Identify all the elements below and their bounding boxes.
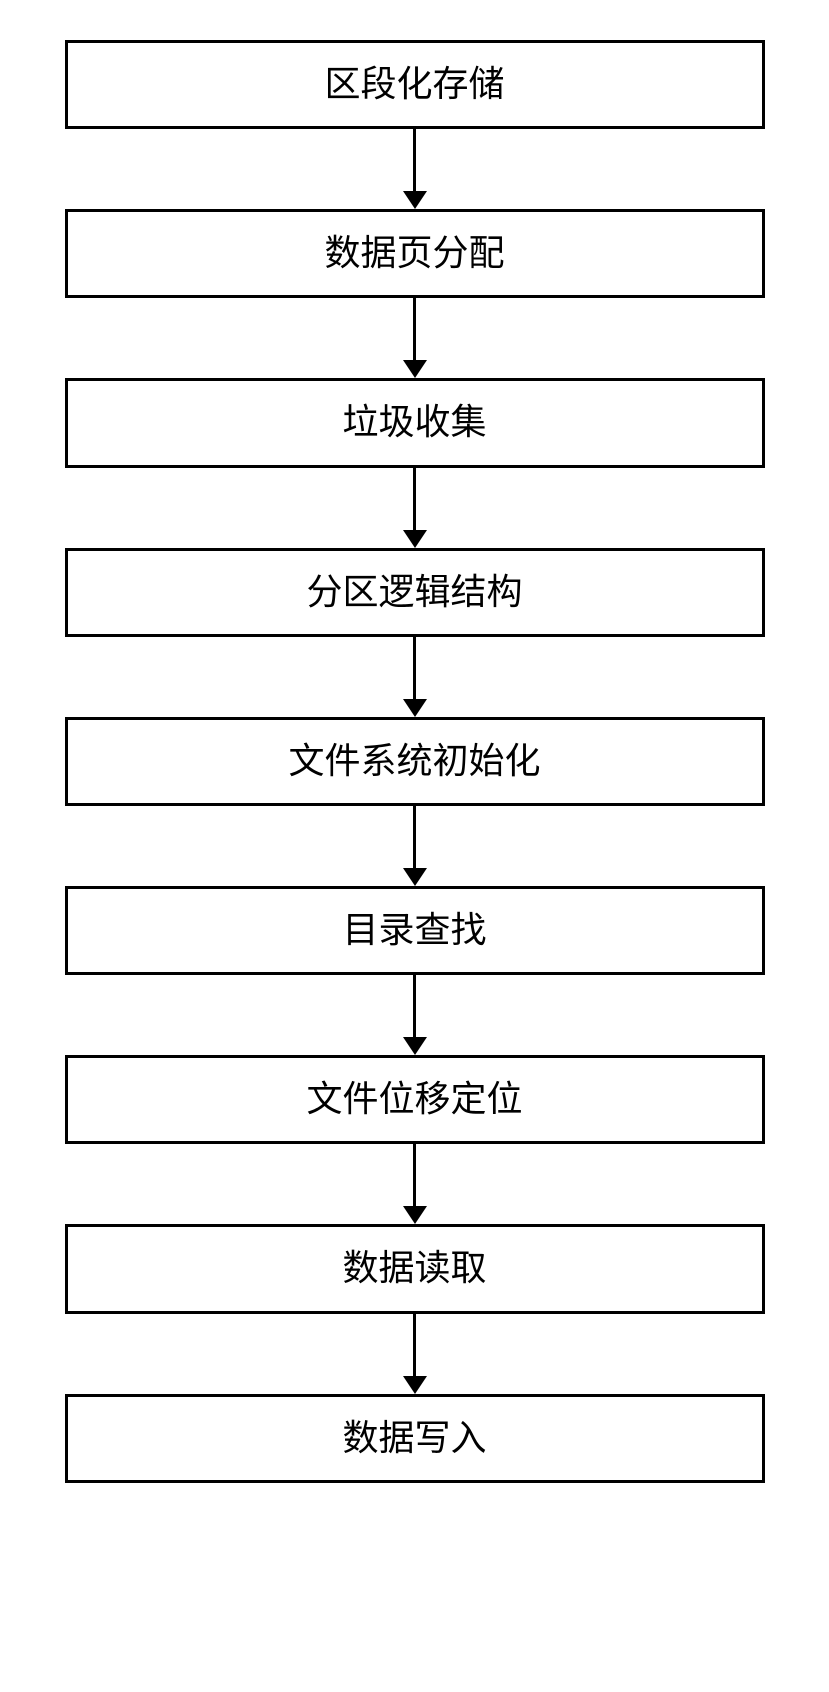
flow-step-box: 数据写入 — [65, 1394, 765, 1483]
flowchart-container: 区段化存储 数据页分配 垃圾收集 分区逻辑结构 文件系统初始化 目录查找 文件位… — [65, 40, 765, 1483]
arrow-down-icon — [403, 975, 427, 1055]
flow-step-box: 文件系统初始化 — [65, 717, 765, 806]
flow-step-box: 数据页分配 — [65, 209, 765, 298]
flow-step-box: 垃圾收集 — [65, 378, 765, 467]
flow-step-label: 文件系统初始化 — [288, 741, 540, 781]
arrow-down-icon — [403, 806, 427, 886]
flow-step-label: 文件位移定位 — [306, 1079, 522, 1119]
flow-step-label: 数据读取 — [342, 1248, 486, 1288]
flow-step-box: 文件位移定位 — [65, 1055, 765, 1144]
flow-step-label: 数据写入 — [342, 1418, 486, 1458]
flow-step-label: 数据页分配 — [324, 233, 504, 273]
flow-step-label: 分区逻辑结构 — [306, 572, 522, 612]
arrow-down-icon — [403, 298, 427, 378]
flow-step-box: 分区逻辑结构 — [65, 548, 765, 637]
arrow-down-icon — [403, 468, 427, 548]
flow-step-label: 区段化存储 — [324, 64, 504, 104]
arrow-down-icon — [403, 1314, 427, 1394]
flow-step-box: 区段化存储 — [65, 40, 765, 129]
arrow-down-icon — [403, 129, 427, 209]
flow-step-box: 数据读取 — [65, 1224, 765, 1313]
arrow-down-icon — [403, 637, 427, 717]
flow-step-box: 目录查找 — [65, 886, 765, 975]
flow-step-label: 目录查找 — [342, 910, 486, 950]
arrow-down-icon — [403, 1144, 427, 1224]
flow-step-label: 垃圾收集 — [342, 402, 486, 442]
